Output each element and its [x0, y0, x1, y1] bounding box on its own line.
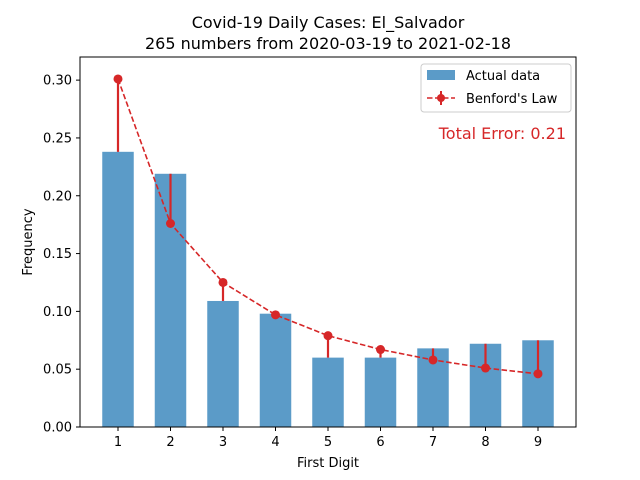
legend-marker-benford	[437, 94, 445, 102]
x-tick-label: 6	[376, 435, 384, 450]
benford-point-digit-5	[323, 331, 333, 341]
benford-point-digit-4	[271, 310, 280, 320]
x-tick-label: 4	[271, 435, 279, 450]
y-tick-label: 0.05	[43, 363, 72, 378]
benford-point-digit-6	[376, 345, 385, 355]
benford-point-digit-2	[166, 219, 175, 228]
total-error-annotation: Total Error: 0.21	[438, 124, 566, 143]
benford-line	[117, 78, 539, 375]
x-tick-label: 8	[481, 435, 489, 450]
bar-digit-3	[207, 300, 239, 427]
x-tick-label: 1	[114, 435, 122, 450]
plot-frame	[79, 56, 577, 428]
chart-title: Covid-19 Daily Cases: El_Salvador	[192, 13, 465, 33]
y-tick-label: 0.30	[43, 74, 72, 89]
benford-markers	[113, 74, 543, 379]
x-tick-label: 3	[219, 435, 227, 450]
bar-digit-4	[259, 313, 292, 427]
benford-point-digit-8	[481, 363, 490, 373]
x-axis-label: First Digit	[297, 456, 359, 471]
bar-digit-6	[364, 357, 397, 427]
benford-point-digit-3	[218, 277, 228, 287]
y-axis-ticks: 0.00 0.05 0.10 0.15 0.20 0.25 0.30	[43, 74, 80, 436]
bar-digit-1	[102, 151, 134, 427]
x-axis-ticks: 1 2 3 4 5 6 7 8 9	[114, 427, 542, 450]
y-tick-label: 0.20	[43, 189, 72, 204]
y-axis-label: Frequency	[21, 208, 36, 275]
benford-point-digit-7	[428, 355, 438, 365]
benford-point-digit-1	[113, 74, 123, 84]
x-tick-label: 2	[166, 435, 174, 450]
legend-label-benford: Benford's Law	[466, 92, 558, 107]
chart-subtitle: 265 numbers from 2020-03-19 to 2021-02-1…	[145, 34, 511, 53]
benford-point-digit-9	[533, 369, 543, 379]
y-tick-label: 0.25	[43, 131, 72, 146]
x-tick-label: 5	[324, 435, 332, 450]
legend-frame	[420, 63, 572, 113]
y-tick-label: 0.10	[43, 305, 72, 320]
bar-digit-5	[312, 357, 344, 427]
bar-series	[102, 151, 554, 427]
legend-label-actual: Actual data	[466, 69, 540, 84]
legend: Actual data Benford's Law	[420, 63, 572, 113]
y-tick-label: 0.00	[43, 421, 72, 436]
x-tick-label: 7	[429, 435, 437, 450]
x-tick-label: 9	[534, 435, 542, 450]
y-tick-label: 0.15	[43, 247, 72, 262]
legend-swatch-actual	[427, 70, 455, 80]
